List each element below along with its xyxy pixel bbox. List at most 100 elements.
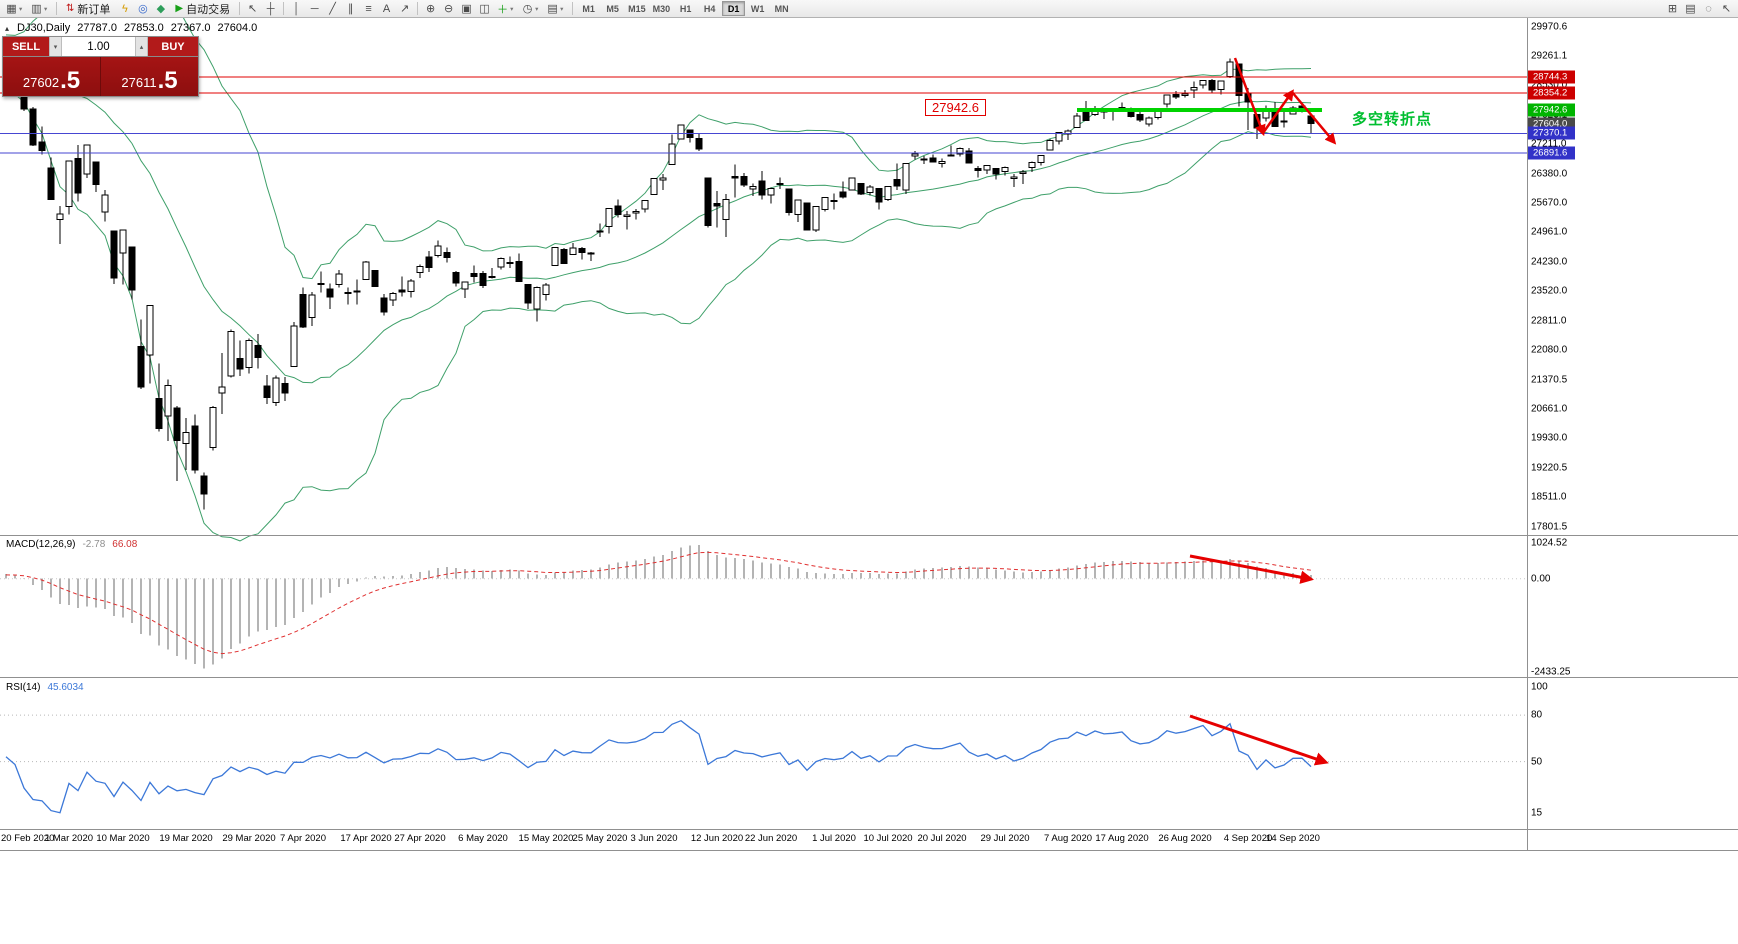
turning-point-annotation[interactable]: 多空转折点 xyxy=(1352,111,1433,128)
macd-axis-tick: -2433.25 xyxy=(1531,666,1571,677)
new-chart-icon-caret[interactable]: ▾ xyxy=(19,5,23,13)
date-axis-label: 14 Sep 2020 xyxy=(1266,833,1320,844)
price-axis-tick: 22811.0 xyxy=(1531,315,1567,327)
new-order-button-icon: ⇅ xyxy=(66,3,75,14)
indicators-icon-caret[interactable]: ▾ xyxy=(510,5,514,13)
trend-arrows[interactable] xyxy=(1233,57,1337,145)
zoom-out-icon[interactable]: ⊖ xyxy=(440,1,457,16)
templates-icon[interactable]: ▤ xyxy=(544,1,561,16)
macd-signal-line xyxy=(5,551,1312,655)
pointer-icon[interactable]: ↖ xyxy=(1718,1,1735,16)
volume-down-button[interactable]: ▾ xyxy=(49,37,62,56)
volume-input[interactable] xyxy=(62,37,135,56)
periods-icon: ◷ xyxy=(522,3,533,15)
templates-icon-caret[interactable]: ▾ xyxy=(560,5,564,13)
timeframe-w1[interactable]: W1 xyxy=(750,3,765,14)
price-badge: 26891.6 xyxy=(1528,146,1575,160)
copy-trading-icon: ϟ xyxy=(121,2,128,15)
market-icon: ◆ xyxy=(156,3,166,15)
date-axis-label: 10 Jul 2020 xyxy=(863,833,913,844)
macd-axis-tick: 1024.52 xyxy=(1531,537,1568,549)
cascade-windows-icon[interactable]: ◫ xyxy=(476,1,493,16)
timeframe-m30[interactable]: M30 xyxy=(652,3,671,14)
price-axis-tick: 24961.0 xyxy=(1531,226,1568,238)
macd-indicator-label: MACD(12,26,9) -2.78 66.08 xyxy=(6,539,137,550)
horizontal-level-lines[interactable] xyxy=(0,76,1527,154)
horizontal-line-icon[interactable]: ─ xyxy=(306,1,323,16)
text-icon[interactable]: A xyxy=(378,1,395,16)
fibonacci-icon[interactable]: ≡ xyxy=(360,1,377,16)
timeframe-m15[interactable]: M15 xyxy=(628,3,646,14)
market-icon[interactable]: ◆ xyxy=(152,1,169,16)
rsi-axis-tick: 15 xyxy=(1531,807,1543,819)
arrows-icon[interactable]: ↗ xyxy=(396,1,413,16)
equidistant-channel-icon[interactable]: ∥ xyxy=(342,1,359,16)
vertical-line-icon[interactable]: │ xyxy=(288,1,305,16)
new-order-button[interactable]: ⇅ 新订单 xyxy=(61,1,115,17)
panel-separators[interactable] xyxy=(0,18,1738,851)
candlesticks xyxy=(2,51,1315,510)
chart-symbol-label: DJ30,Daily xyxy=(17,22,71,34)
chart-ohlc-header: ▴ DJ30,Daily 27787.0 27853.0 27367.0 276… xyxy=(5,22,257,34)
new-chart-icon[interactable]: ▦ xyxy=(3,1,20,16)
window-list-icon[interactable]: ▤ xyxy=(1682,1,1699,16)
sell-price-button[interactable]: 27602 .5 xyxy=(3,57,100,96)
window-list-icon: ▤ xyxy=(1685,3,1696,15)
crosshair-icon: ┼ xyxy=(266,2,275,15)
macd-trend-arrow[interactable] xyxy=(1189,554,1314,584)
price-axis-tick: 26380.0 xyxy=(1531,168,1568,180)
price-badge: 28354.2 xyxy=(1528,86,1575,100)
price-axis-tick: 23520.0 xyxy=(1531,285,1568,297)
zoom-in-icon[interactable]: ⊕ xyxy=(422,1,439,16)
tile-windows-icon[interactable]: ▣ xyxy=(458,1,475,16)
date-axis-label: 20 Feb 2020 xyxy=(1,833,55,844)
price-axis-tick: 20661.0 xyxy=(1531,403,1568,415)
copy-trading-icon[interactable]: ϟ xyxy=(116,1,133,16)
rsi-trend-arrow[interactable] xyxy=(1189,714,1329,766)
crosshair-icon[interactable]: ┼ xyxy=(262,1,279,16)
community-icon[interactable]: ◎ xyxy=(134,1,151,16)
date-axis-label: 1 Mar 2020 xyxy=(44,833,94,844)
fullscreen-icon[interactable]: ⊞ xyxy=(1664,1,1681,16)
rsi-name: RSI(14) xyxy=(6,682,41,693)
price-axis-tick: 24230.0 xyxy=(1531,256,1568,268)
periods-icon-caret[interactable]: ▾ xyxy=(535,5,539,13)
profiles-icon[interactable]: ▥ xyxy=(28,1,45,16)
profiles-icon-caret[interactable]: ▾ xyxy=(44,5,48,13)
rsi-indicator-label: RSI(14) 45.6034 xyxy=(6,682,84,693)
cursor-icon[interactable]: ↖ xyxy=(244,1,261,16)
toolbar-separator xyxy=(239,2,241,15)
autotrading-button[interactable]: ▶ 自动交易 xyxy=(170,1,235,17)
timeframe-mn[interactable]: MN xyxy=(774,3,789,14)
sell-price-main: 27602 xyxy=(22,75,60,90)
rsi-axis-tick: 80 xyxy=(1531,709,1543,721)
macd-name: MACD(12,26,9) xyxy=(6,539,76,550)
profiles-icon: ▥ xyxy=(31,3,42,15)
buy-button[interactable]: BUY xyxy=(148,37,198,56)
timeframe-d1[interactable]: D1 xyxy=(722,1,746,16)
text-icon: A xyxy=(382,2,391,15)
date-axis-label: 12 Jun 2020 xyxy=(690,833,744,844)
volume-up-button[interactable]: ▴ xyxy=(135,37,148,56)
pivot-price-label-object[interactable]: 27942.6 xyxy=(925,99,986,116)
timeframe-m5[interactable]: M5 xyxy=(606,3,619,14)
indicators-icon[interactable]: ＋ xyxy=(494,1,511,16)
one-click-collapse-icon[interactable]: ▴ xyxy=(5,23,10,33)
periods-icon[interactable]: ◷ xyxy=(519,1,536,16)
timeframe-m1[interactable]: M1 xyxy=(582,3,595,14)
sell-button[interactable]: SELL xyxy=(3,37,49,56)
timeframe-h1[interactable]: H1 xyxy=(679,3,692,14)
rsi-value: 45.6034 xyxy=(47,682,84,693)
templates-icon: ▤ xyxy=(547,3,558,15)
search-icon[interactable]: ◌ xyxy=(1700,1,1717,16)
price-axis-tick: 19930.0 xyxy=(1531,432,1568,444)
new-order-button-label: 新订单 xyxy=(77,3,111,16)
timeframe-h4[interactable]: H4 xyxy=(703,3,716,14)
trendline-icon[interactable]: ╱ xyxy=(324,1,341,16)
buy-price-button[interactable]: 27611 .5 xyxy=(100,57,198,96)
price-axis-tick: 25670.0 xyxy=(1531,197,1568,209)
date-axis-label: 15 May 2020 xyxy=(518,833,574,844)
pointer-icon: ↖ xyxy=(1721,3,1732,15)
